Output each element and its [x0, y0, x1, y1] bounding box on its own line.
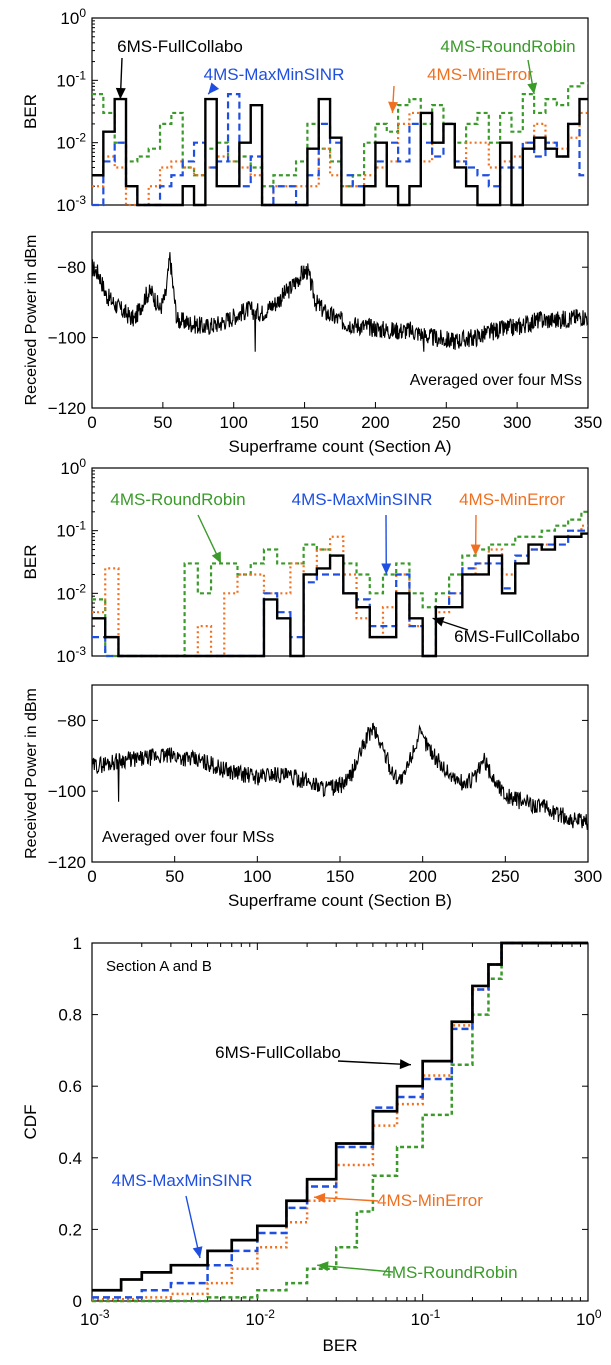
cdf-annotation: Section A and B	[106, 958, 212, 975]
power-a-xtick-label: 50	[153, 413, 172, 432]
cdf-xtick-label: 10-1	[411, 1307, 441, 1329]
ber-a-ytick-label: 10-3	[56, 193, 86, 215]
power-a-ytick-label: −120	[48, 399, 86, 418]
ber-a-series-6ms-fullcollabo	[92, 99, 588, 205]
cdf-xtick-label: 10-3	[80, 1307, 110, 1329]
ber-a-ytick-label: 10-1	[56, 68, 86, 90]
ber-b-annotation: 6MS-FullCollabo	[454, 627, 580, 646]
power-a-trace	[92, 252, 588, 352]
power-b-xtick-label: 100	[243, 867, 271, 886]
power-a-xtick-label: 100	[220, 413, 248, 432]
power-b-xtick-label: 150	[326, 867, 354, 886]
power-b-trace	[92, 723, 588, 830]
cdf-annotation-arrow-head	[400, 1059, 411, 1069]
ber-b-ytick-label: 10-1	[56, 519, 86, 541]
power-a-xlabel: Superframe count (Section A)	[228, 437, 451, 456]
ber-a-series-4ms-maxminsinr	[92, 94, 588, 205]
cdf-ytick-label: 0	[73, 1292, 82, 1311]
ber-a-annotation: 4MS-RoundRobin	[440, 37, 575, 56]
cdf-series-4ms-roundrobin	[92, 943, 588, 1301]
cdf-annotation-6ms-fullcollabo: 6MS-FullCollabo	[215, 1043, 341, 1062]
cdf-ytick-label: 1	[73, 934, 82, 953]
power-a-ylabel: Received Power in dBm	[23, 235, 40, 406]
ber-b-annotation-arrow-head	[381, 563, 391, 574]
power-b-xtick-label: 200	[408, 867, 436, 886]
cdf-annotation-4ms-minerror: 4MS-MinError	[377, 1191, 483, 1210]
power-a-xtick-label: 300	[503, 413, 531, 432]
ber-a-annotation: 6MS-FullCollabo	[117, 37, 243, 56]
cdf-series-6ms-fullcollabo	[92, 943, 588, 1290]
cdf-panel	[92, 943, 588, 1301]
ber-a-ytick-label: 10-2	[56, 131, 86, 153]
cdf-ytick-label: 0.6	[58, 1077, 82, 1096]
cdf-series-4ms-maxminsinr	[92, 943, 588, 1297]
ber-a-annotation: 4MS-MaxMinSINR	[204, 65, 345, 84]
power-a-xtick-label: 200	[361, 413, 389, 432]
ber-a-ytick-label: 100	[60, 6, 86, 28]
ber-b-annotation: 4MS-MaxMinSINR	[292, 490, 433, 509]
ber-a-ylabel: BER	[21, 94, 40, 129]
ber-b-annotation-arrow-head	[433, 617, 445, 626]
power-a-ytick-label: −100	[48, 329, 86, 348]
ber-a-series-4ms-roundrobin	[92, 83, 588, 186]
power-b-ytick-label: −120	[48, 853, 86, 872]
ber-a-annotation-arrow-head	[116, 88, 126, 99]
cdf-annotation-4ms-roundrobin: 4MS-RoundRobin	[382, 1263, 517, 1282]
cdf-xtick-label: 10-2	[245, 1307, 275, 1329]
power-b-ytick-label: −100	[48, 782, 86, 801]
power-a-xtick-label: 0	[87, 413, 96, 432]
power-a-annotation: Averaged over four MSs	[410, 372, 582, 389]
power-b-xtick-label: 50	[165, 867, 184, 886]
power-b-annotation: Averaged over four MSs	[102, 829, 274, 846]
power-b-ylabel: Received Power in dBm	[23, 688, 40, 859]
ber-b-ylabel: BER	[21, 545, 40, 580]
ber-a-annotation-arrow-head	[527, 82, 537, 94]
ber-b-ytick-label: 100	[60, 456, 86, 478]
power-a-xtick-label: 350	[574, 413, 602, 432]
ber-a-annotation-arrow-head	[388, 102, 398, 113]
cdf-xtick-label: 100	[576, 1307, 602, 1329]
cdf-ytick-label: 0.2	[58, 1220, 82, 1239]
cdf-annotation-arrow-head	[193, 1246, 203, 1258]
power-a-xtick-label: 250	[432, 413, 460, 432]
power-b-xtick-label: 300	[574, 867, 602, 886]
cdf-ylabel: CDF	[21, 1105, 40, 1140]
power-a-ytick-label: −80	[57, 258, 86, 277]
power-b-ytick-label: −80	[57, 711, 86, 730]
cdf-series-4ms-minerror	[92, 943, 588, 1299]
power-a-xtick-label: 150	[290, 413, 318, 432]
ber-b-annotation: 4MS-RoundRobin	[110, 490, 245, 509]
power-b-xtick-label: 0	[87, 867, 96, 886]
cdf-ytick-label: 0.4	[58, 1149, 82, 1168]
ber-a-annotation-arrow-head	[208, 83, 219, 95]
ber-a-series-4ms-minerror	[92, 113, 588, 205]
cdf-xlabel: BER	[323, 1336, 358, 1355]
ber-b-annotation: 4MS-MinError	[459, 490, 565, 509]
power-b-xlabel: Superframe count (Section B)	[228, 891, 452, 910]
power-b-xtick-label: 250	[491, 867, 519, 886]
ber-b-ytick-label: 10-3	[56, 644, 86, 666]
ber-b-annotation-arrow-head	[471, 545, 481, 556]
ber-b-ytick-label: 10-2	[56, 581, 86, 603]
cdf-ytick-label: 0.8	[58, 1006, 82, 1025]
ber-a-annotation: 4MS-MinError	[427, 65, 533, 84]
cdf-annotation-4ms-maxminsinr: 4MS-MaxMinSINR	[112, 1171, 253, 1190]
